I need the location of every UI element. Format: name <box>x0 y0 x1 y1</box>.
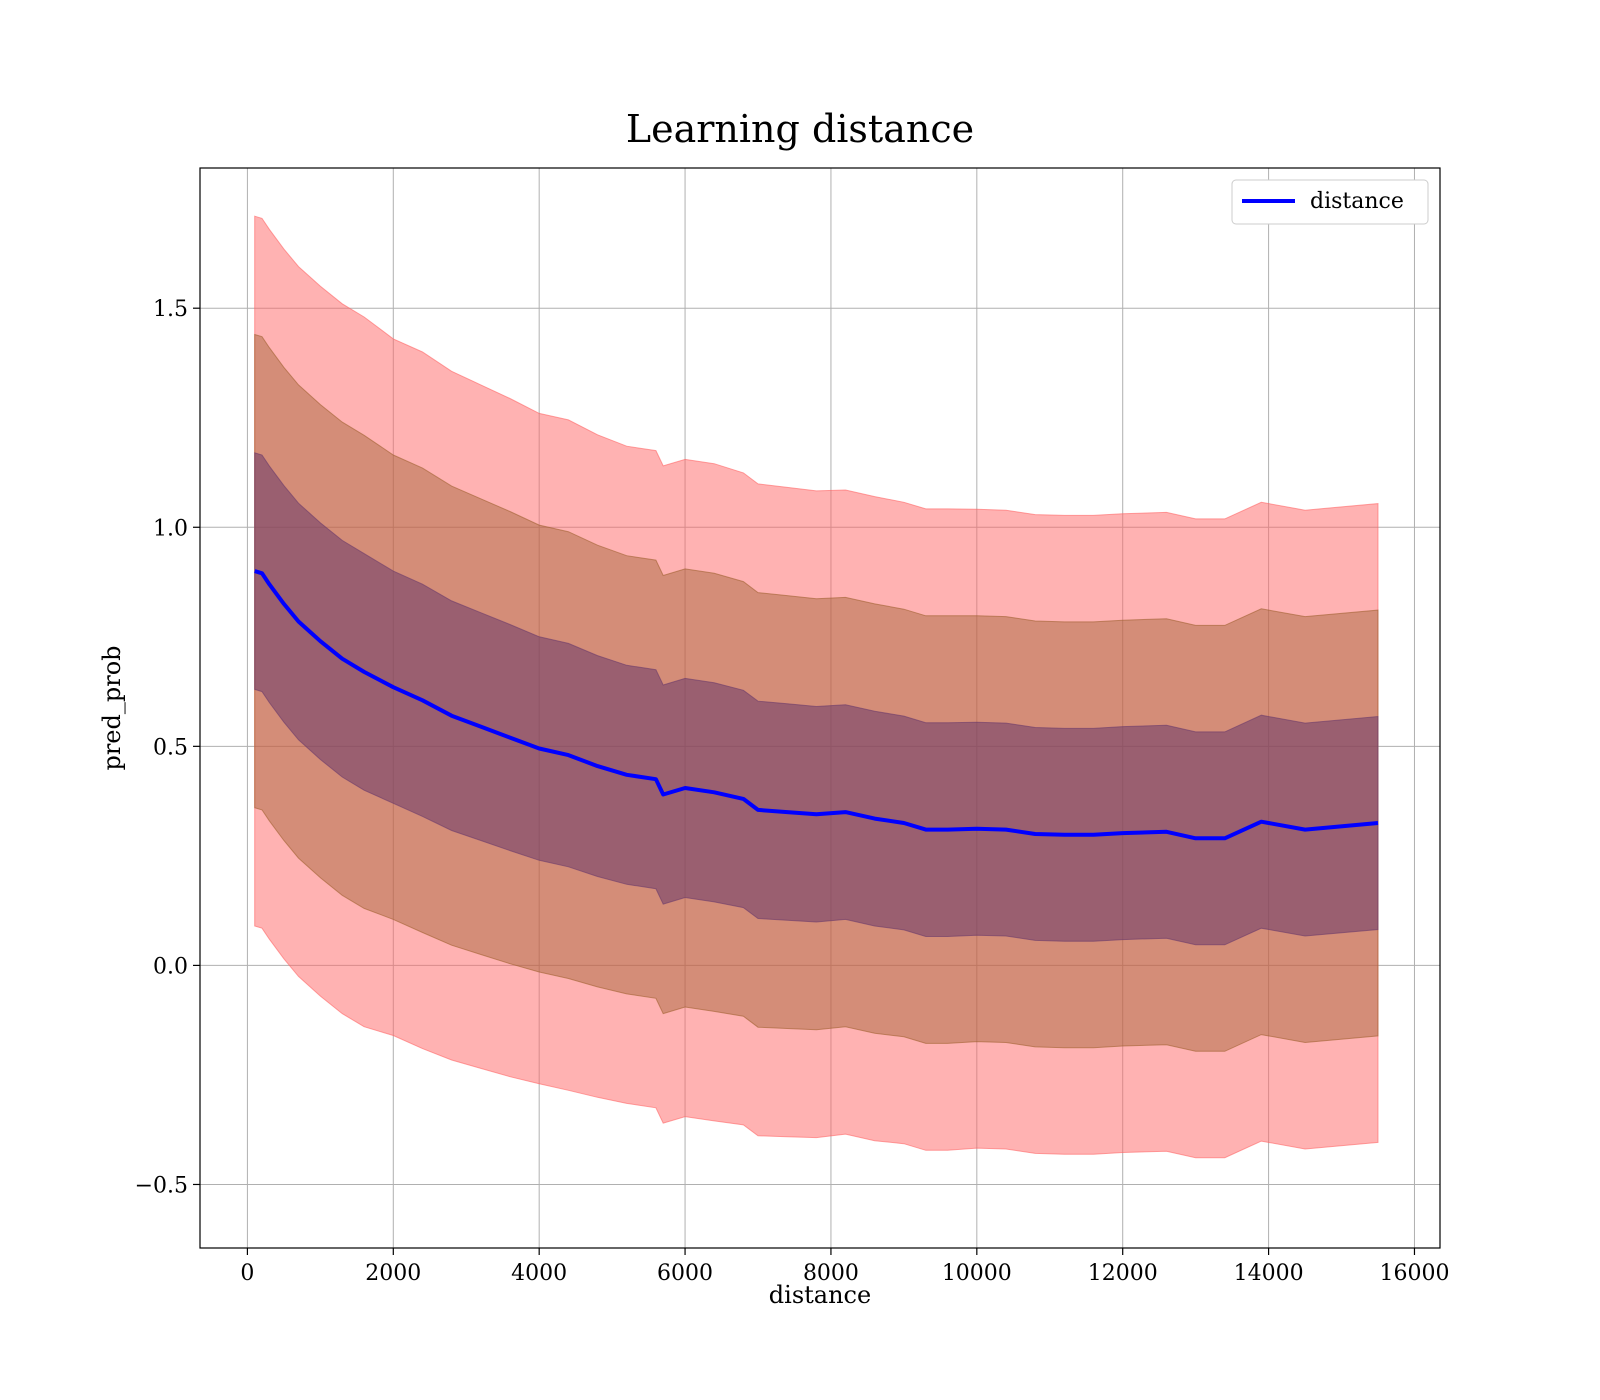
x-tick-label: 14000 <box>1234 1261 1304 1286</box>
std-bands <box>254 215 1379 1159</box>
y-tick-label: 1.5 <box>153 297 188 322</box>
legend-entry-distance: distance <box>1310 189 1404 214</box>
x-tick-label: 0 <box>240 1261 254 1286</box>
x-tick-label: 6000 <box>657 1261 713 1286</box>
y-tick-label: 0.0 <box>153 954 188 979</box>
y-tick-label: −0.5 <box>135 1173 188 1198</box>
x-tick-label: 16000 <box>1379 1261 1449 1286</box>
x-tick-label: 8000 <box>803 1261 859 1286</box>
plot-frame <box>199 167 1441 1249</box>
y-tick-label: 0.5 <box>153 735 188 760</box>
x-tick-label: 10000 <box>942 1261 1012 1286</box>
chart-title: Learning distance <box>626 107 974 151</box>
series-line-distance <box>254 569 1379 841</box>
y-axis-label: pred_prob <box>98 645 126 770</box>
band-1-std <box>254 452 1379 946</box>
legend-box <box>1231 179 1429 225</box>
series-lines <box>254 569 1379 841</box>
y-axis-ticks: −0.5 0.0 0.5 1.0 1.5 <box>135 297 200 1198</box>
legend: distance <box>1231 179 1429 225</box>
x-axis-label: distance <box>769 1281 871 1309</box>
x-axis-ticks: 0 2000 4000 6000 8000 10000 12000 14000 16000 <box>240 1248 1449 1286</box>
x-tick-label: 2000 <box>365 1261 421 1286</box>
x-tick-label: 12000 <box>1088 1261 1158 1286</box>
x-tick-label: 4000 <box>511 1261 567 1286</box>
y-tick-label: 1.0 <box>153 516 188 541</box>
